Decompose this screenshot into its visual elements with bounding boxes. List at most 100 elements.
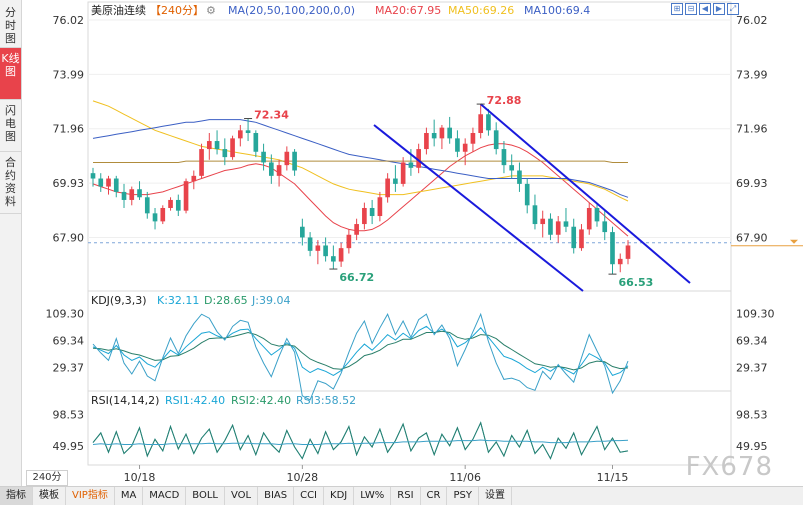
candle-body <box>323 245 328 257</box>
period-selector[interactable]: 240分 <box>26 470 68 486</box>
candle-body <box>509 165 515 171</box>
toolbar-settings[interactable]: 设置 <box>479 487 512 505</box>
candle <box>137 181 142 200</box>
zoom-out-icon[interactable]: ⊟ <box>685 3 697 15</box>
candle <box>106 175 111 195</box>
tab-timeshare[interactable]: 分时图 <box>0 2 21 48</box>
candles[interactable] <box>90 104 631 275</box>
rsi2-value: RSI2:42.40 <box>231 394 291 407</box>
tab-kline[interactable]: K线图 <box>0 48 21 100</box>
candle <box>199 143 204 179</box>
toolbar-vol[interactable]: VOL <box>225 487 259 505</box>
candle-body <box>393 178 398 184</box>
candle <box>524 178 530 214</box>
candle-body <box>586 207 592 230</box>
kdj-ytick-left-0: 109.30 <box>46 307 85 320</box>
rsi-ytick-left-0: 98.53 <box>53 409 85 422</box>
candle-body <box>610 232 615 265</box>
candle <box>594 202 600 227</box>
candle-body <box>369 207 375 217</box>
candle-body <box>594 207 600 222</box>
ytick-right-4: 67.90 <box>736 231 768 244</box>
toolbar-templates[interactable]: 模板 <box>33 487 66 505</box>
candle <box>230 135 235 160</box>
candle-body <box>276 165 282 176</box>
candle-body <box>602 221 608 233</box>
candle <box>315 240 321 265</box>
candle <box>540 210 546 238</box>
toolbar-macd[interactable]: MACD <box>143 487 187 505</box>
candle <box>470 127 476 152</box>
symbol-name: 美原油连续 <box>91 3 146 17</box>
candle <box>431 119 437 147</box>
scroll-right-icon[interactable]: ▶ <box>713 3 725 15</box>
trend-channel[interactable] <box>373 103 691 292</box>
fullscreen-icon[interactable]: ⤢ <box>727 3 739 15</box>
zoom-in-icon[interactable]: ⊞ <box>671 3 683 15</box>
toolbar-rsi[interactable]: RSI <box>391 487 421 505</box>
annotation-high-2: 72.88 <box>487 94 522 107</box>
candle <box>555 216 561 243</box>
toolbar-kdj[interactable]: KDJ <box>324 487 355 505</box>
candle-body <box>237 130 243 139</box>
candle-body <box>292 151 297 171</box>
candle <box>586 202 592 235</box>
toolbar-indicators[interactable]: 指标 <box>0 487 33 505</box>
ytick-right-0: 76.02 <box>736 14 768 27</box>
toolbar-lw[interactable]: LW% <box>354 487 392 505</box>
chart-tool-icons: ⊞ ⊟ ◀ ▶ ⤢ <box>671 3 739 15</box>
rsi-line-rsi3 <box>92 439 629 446</box>
candle-body <box>199 149 204 176</box>
candle-body <box>470 133 476 144</box>
candle <box>307 232 313 257</box>
candle <box>424 127 429 155</box>
grid <box>88 19 803 469</box>
candle <box>354 218 359 241</box>
candle-body <box>424 133 429 150</box>
candle-body <box>524 183 530 206</box>
toolbar-cr[interactable]: CR <box>421 487 448 505</box>
toolbar-ma[interactable]: MA <box>115 487 144 505</box>
candle-body <box>548 218 553 235</box>
candle-body <box>191 175 197 182</box>
kdj-j-value: J:39.04 <box>251 294 290 307</box>
candle <box>400 157 406 187</box>
indicator-toolbar: 指标 模板 VIP指标 MA MACD BOLL VOL BIAS CCI KD… <box>0 486 803 505</box>
last-price-marker-icon <box>790 239 798 244</box>
candle-body <box>175 199 181 211</box>
candle-body <box>540 218 546 225</box>
candle-body <box>478 114 484 134</box>
toolbar-vip-indicators[interactable]: VIP指标 <box>66 487 115 505</box>
candle <box>563 207 569 233</box>
candle <box>152 207 158 230</box>
candle-body <box>98 178 104 187</box>
ytick-left-4: 67.90 <box>53 231 85 244</box>
xtick-1: 10/28 <box>286 471 318 484</box>
toolbar-psy[interactable]: PSY <box>447 487 479 505</box>
settings-icon[interactable]: ⚙ <box>206 4 216 17</box>
candle <box>144 191 150 219</box>
ma50-value: MA50:69.26 <box>448 4 514 17</box>
candle-body <box>625 245 631 259</box>
candle <box>377 191 383 222</box>
candle <box>90 167 96 187</box>
candle <box>493 122 499 155</box>
candle <box>439 124 445 150</box>
kdj-d-value: D:28.65 <box>204 294 248 307</box>
ma-formula: MA(20,50,100,200,0,0) <box>228 4 355 17</box>
candle <box>362 202 367 230</box>
ma-line-ma50 <box>92 100 629 202</box>
toolbar-bias[interactable]: BIAS <box>258 487 295 505</box>
candle <box>276 159 282 187</box>
candle-body <box>331 256 336 262</box>
tab-contract-info[interactable]: 合约资料 <box>0 152 21 214</box>
candle-body <box>362 207 367 225</box>
candle-body <box>408 162 414 168</box>
toolbar-boll[interactable]: BOLL <box>186 487 225 505</box>
ma100-value: MA100:69.4 <box>524 4 590 17</box>
tab-flash-chart[interactable]: 闪电图 <box>0 100 21 152</box>
candle-body <box>121 191 127 200</box>
scroll-left-icon[interactable]: ◀ <box>699 3 711 15</box>
toolbar-cci[interactable]: CCI <box>294 487 325 505</box>
